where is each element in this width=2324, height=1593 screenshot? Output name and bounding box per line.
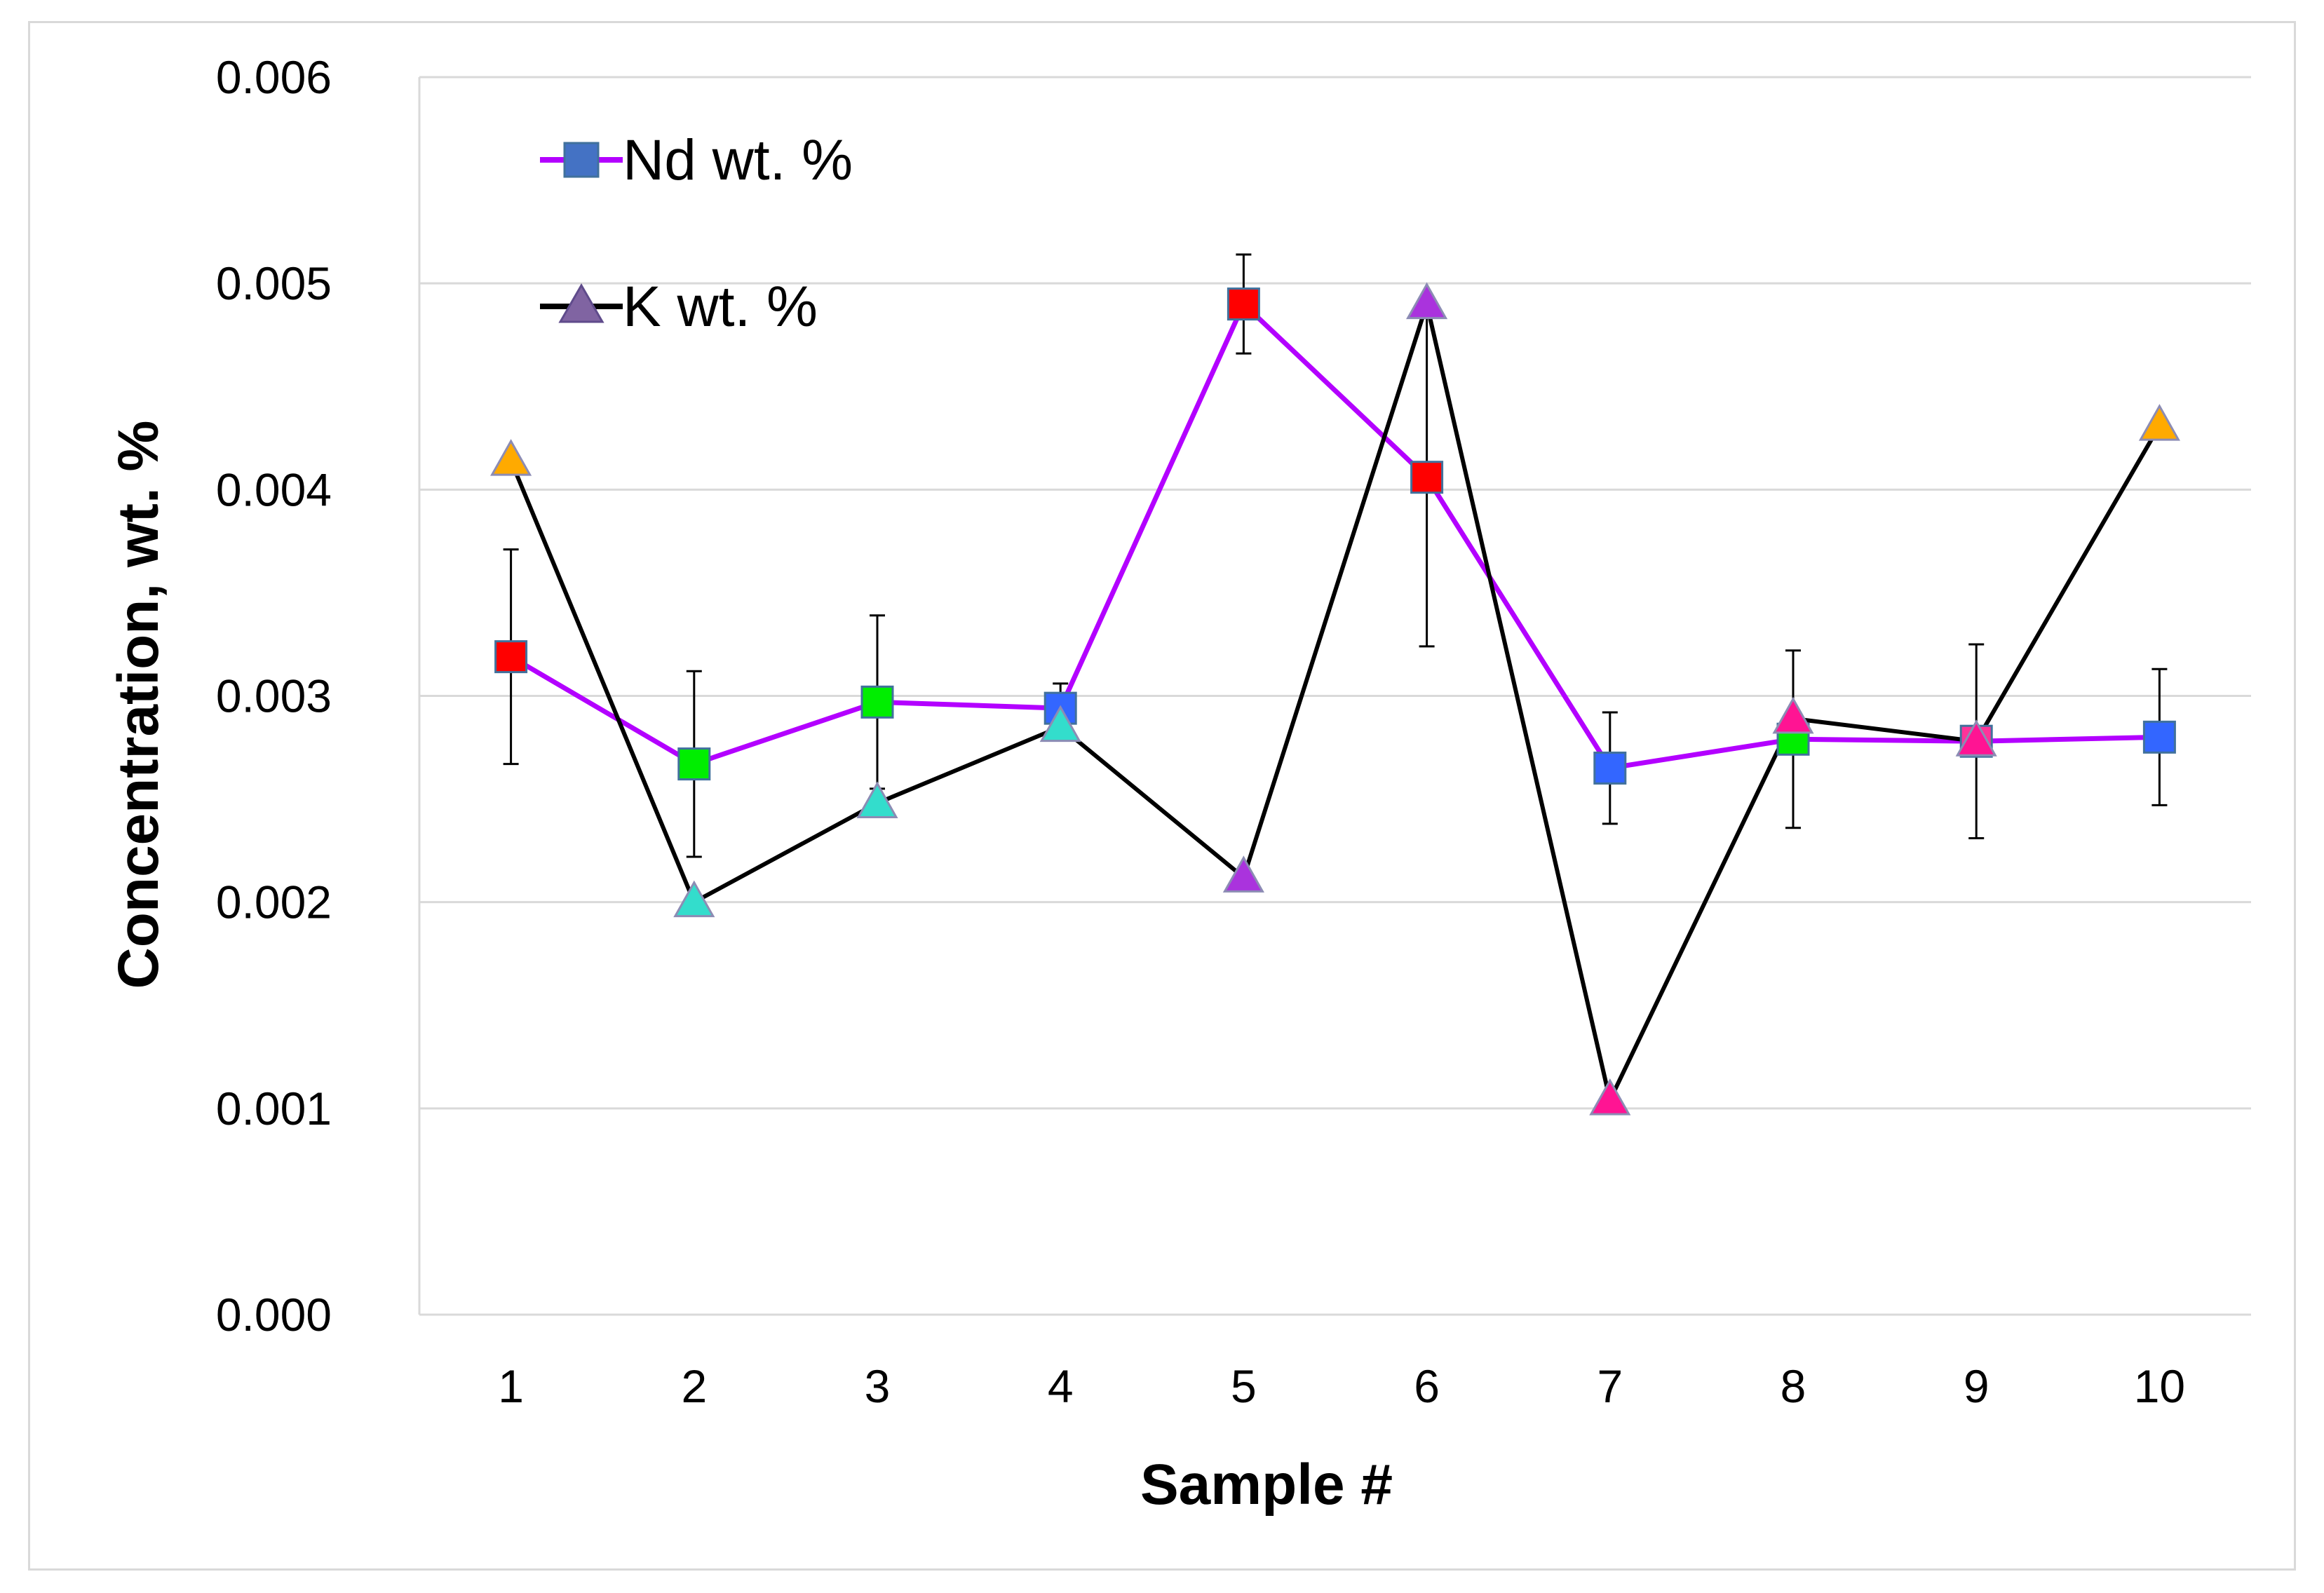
legend-entry-k: K wt. %: [540, 275, 818, 339]
axes: [418, 77, 2251, 1316]
nd-square-marker: [1410, 461, 1444, 494]
k-triangle-marker: [1039, 705, 1081, 743]
legend: Nd wt. % K wt. %: [540, 128, 853, 339]
nd-square-marker: [494, 640, 528, 674]
nd-square-marker: [2142, 720, 2176, 754]
nd-square-marker: [677, 747, 711, 781]
nd-square-marker: [1593, 751, 1627, 785]
k-triangle-marker: [1772, 696, 1814, 734]
legend-label-nd: Nd wt. %: [623, 128, 853, 192]
x-tick-label: 2: [681, 1360, 707, 1412]
x-tick-label: 4: [1048, 1360, 1074, 1412]
y-tick-label: 0.003: [216, 670, 332, 722]
nd-square-marker: [860, 685, 894, 719]
k-triangle-marker: [2138, 404, 2180, 441]
x-tick-label: 3: [865, 1360, 891, 1412]
k-triangle-marker: [1589, 1078, 1631, 1116]
k-triangle-marker: [673, 880, 715, 918]
k-triangle-marker: [1955, 719, 1997, 757]
legend-entry-nd: Nd wt. %: [540, 128, 853, 192]
y-tick-label: 0.002: [216, 876, 332, 928]
x-tick-label: 9: [1964, 1360, 1989, 1412]
y-axis-title: Concentration, wt. %: [107, 421, 170, 989]
legend-triangle-icon: [558, 283, 604, 323]
grid-lines: [419, 76, 2251, 1110]
error-bars: [503, 253, 2168, 858]
x-tick-label: 10: [2134, 1360, 2185, 1412]
data-markers: [490, 282, 2180, 1116]
k-triangle-marker: [1406, 282, 1448, 320]
y-tick-label: 0.005: [216, 257, 332, 309]
y-tick-label: 0.004: [216, 463, 332, 515]
x-tick-label: 5: [1231, 1360, 1257, 1412]
legend-label-k: K wt. %: [623, 275, 818, 339]
series-line-k: [508, 301, 2161, 1103]
y-tick-label: 0.006: [216, 51, 332, 103]
x-tick-label: 8: [1781, 1360, 1806, 1412]
series-line-nd: [509, 301, 2160, 771]
x-tick-labels: 1 2 3 4 5 6 7 8 9 10: [498, 1360, 2185, 1412]
chart-frame: [28, 21, 2296, 1571]
x-tick-label: 1: [498, 1360, 524, 1412]
y-tick-label: 0.001: [216, 1083, 332, 1134]
k-triangle-marker: [490, 439, 532, 476]
nd-square-marker: [1227, 287, 1260, 321]
k-triangle-marker: [1222, 855, 1264, 893]
x-tick-label: 6: [1414, 1360, 1440, 1412]
k-triangle-marker: [856, 781, 898, 818]
y-tick-labels: 0.000 0.001 0.002 0.003 0.004 0.005 0.006: [216, 51, 332, 1341]
x-tick-label: 7: [1597, 1360, 1623, 1412]
legend-square-icon: [563, 142, 600, 178]
x-axis-title: Sample #: [1140, 1453, 1393, 1517]
series-lines: [508, 301, 2161, 1103]
y-tick-label: 0.000: [216, 1289, 332, 1341]
